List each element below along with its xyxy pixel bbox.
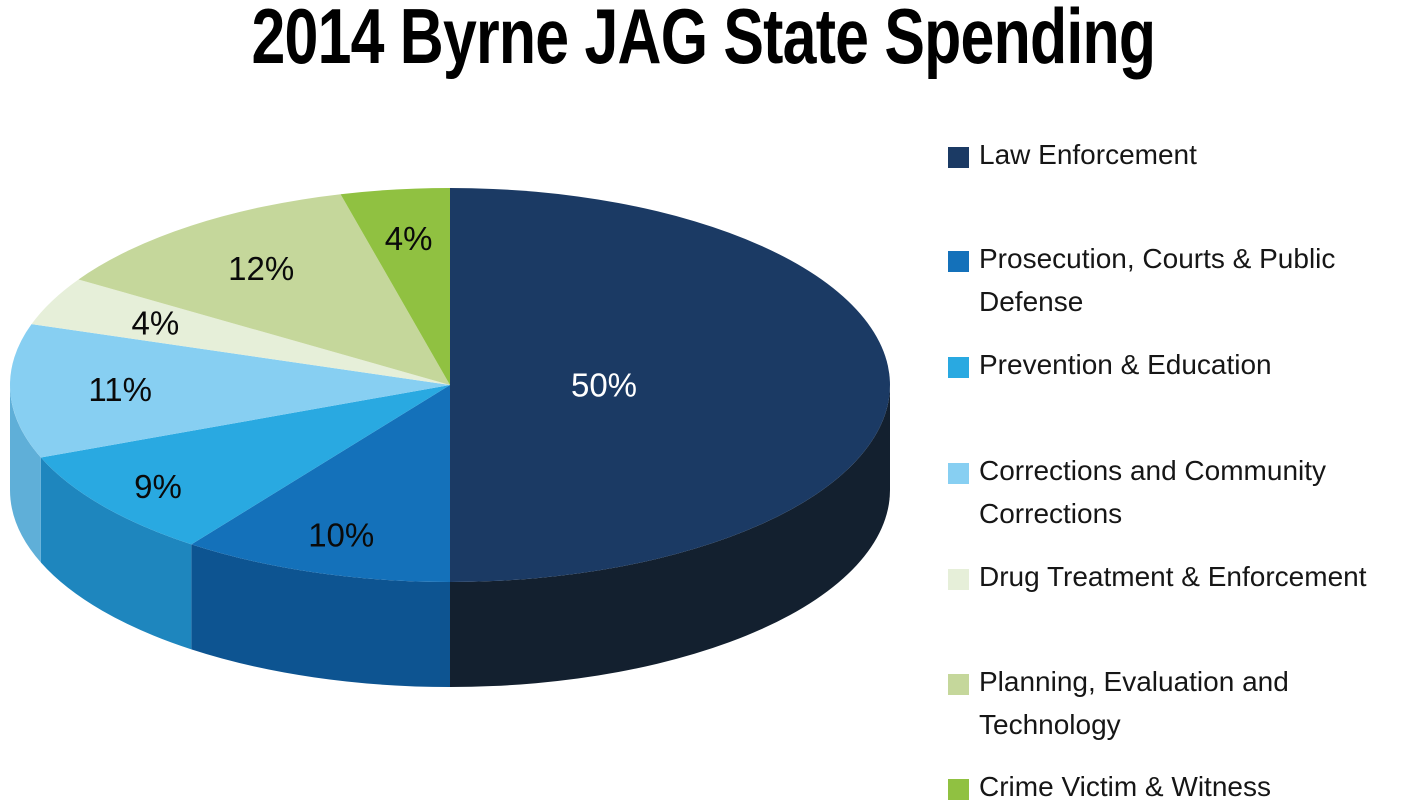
pie-slice-label: 9% (134, 468, 182, 505)
pie-slice-side (40, 457, 192, 650)
legend-label: Corrections and Community Corrections (979, 455, 1327, 529)
pie-slice-side (191, 544, 450, 687)
pie-slice (9, 324, 450, 458)
legend-item: Prevention & Education (948, 343, 1400, 386)
pie-slice-label: 50% (571, 367, 637, 404)
legend-swatch (948, 674, 969, 695)
pie-slice (191, 385, 450, 582)
legend-label: Prevention & Education (979, 349, 1272, 380)
pie-slice-side (450, 385, 890, 687)
legend-item: Crime Victim & Witness (948, 765, 1400, 808)
pie-slice-label: 4% (132, 304, 180, 341)
pie-slice (31, 279, 451, 385)
legend-item: Prosecution, Courts & Public Defense (948, 237, 1400, 323)
legend-item: Corrections and Community Corrections (948, 449, 1400, 535)
legend-swatch (948, 463, 969, 484)
legend-swatch (948, 251, 969, 272)
pie-slice-label: 11% (88, 371, 152, 408)
pie-slice (450, 188, 890, 582)
chart-title-text: 2014 Byrne JAG State Spending (251, 0, 1156, 80)
legend-swatch (948, 569, 969, 590)
pie-slice (40, 385, 450, 545)
legend-swatch (948, 357, 969, 378)
legend-label: Planning, Evaluation and Technology (979, 666, 1289, 740)
legend-item: Drug Treatment & Enforcement (948, 555, 1400, 598)
pie-slice (340, 188, 450, 385)
chart-title: 2014 Byrne JAG State Spending (0, 0, 1406, 78)
legend-item: Planning, Evaluation and Technology (948, 660, 1400, 746)
legend-label: Prosecution, Courts & Public Defense (979, 243, 1336, 317)
pie-slice-label: 12% (228, 250, 294, 287)
pie-slice-label: 10% (308, 516, 374, 553)
legend-swatch (948, 779, 969, 800)
pie-slice (78, 194, 450, 385)
legend-swatch (948, 147, 969, 168)
legend-label: Law Enforcement (979, 139, 1197, 170)
legend-item: Law Enforcement (948, 133, 1400, 176)
pie-slice-label: 4% (385, 220, 433, 257)
pie-slice-side (10, 385, 41, 563)
legend-label: Drug Treatment & Enforcement (979, 561, 1367, 592)
legend-label: Crime Victim & Witness (979, 771, 1271, 802)
